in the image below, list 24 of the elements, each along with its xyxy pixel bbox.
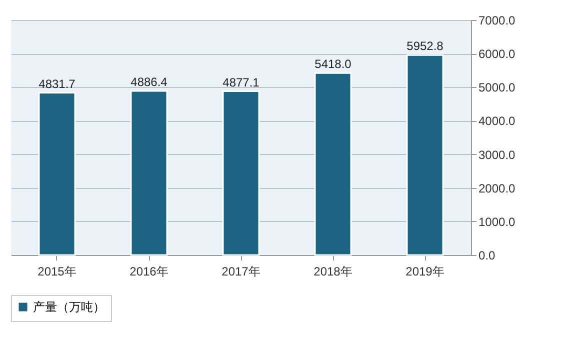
bar (222, 90, 260, 256)
y-tick-label: 0.0 (478, 248, 496, 262)
text: 4877.1 (222, 75, 260, 90)
x-tick-label: 2016年 (130, 264, 168, 278)
y-tick-label: 7000.0 (478, 14, 516, 28)
x-tick-label: 2018年 (314, 264, 352, 278)
y-tick-label: 6000.0 (478, 47, 516, 62)
y-tick-label: 1000.0 (478, 214, 516, 229)
text: 5418.0 (314, 57, 352, 72)
bar (314, 72, 352, 256)
y-tick-label: 4000.0 (478, 114, 516, 128)
text: 5952.8 (406, 39, 444, 54)
x-tick-label: 2019年 (406, 264, 444, 278)
text: 4886.4 (130, 74, 168, 89)
y-tick-label: 2000.0 (478, 181, 516, 196)
y-tick-label: 5000.0 (478, 80, 516, 95)
text: 4831.7 (38, 76, 76, 91)
bar (406, 54, 444, 256)
bar (38, 92, 76, 256)
legend-label: 产量（万吨） (33, 300, 105, 314)
bar (130, 90, 168, 256)
x-tick-label: 2015年 (38, 264, 76, 278)
y-tick-label: 3000.0 (478, 148, 516, 162)
x-tick-label: 2017年 (222, 264, 260, 278)
